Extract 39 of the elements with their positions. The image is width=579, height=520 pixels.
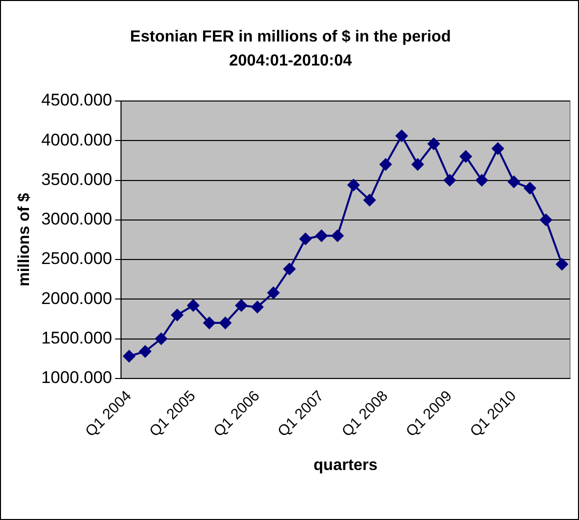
- point: [219, 316, 232, 329]
- y-tick-label: 2500.000: [41, 249, 112, 268]
- point: [508, 176, 520, 188]
- y-tick-label: 1500.000: [41, 328, 112, 348]
- point: [299, 232, 312, 245]
- point: [171, 308, 184, 321]
- point: [396, 130, 408, 142]
- point: [444, 174, 456, 186]
- point: [316, 230, 328, 242]
- point: [492, 142, 504, 155]
- point: [267, 286, 280, 299]
- point: [556, 258, 568, 270]
- point: [412, 158, 424, 170]
- point: [187, 299, 200, 312]
- point: [460, 150, 472, 162]
- chart-title: Estonian FER in millions of $ in the period 2004:01-2010:04: [130, 28, 451, 70]
- point: [332, 230, 344, 242]
- y-tick-label: 4500.000: [41, 90, 112, 110]
- point: [380, 158, 392, 170]
- point: [476, 174, 488, 186]
- point: [364, 194, 376, 206]
- point: [348, 179, 360, 192]
- point: [251, 301, 264, 314]
- y-tick-label: 3000.000: [41, 210, 112, 229]
- point: [428, 138, 440, 150]
- y-tick-label: 3500.000: [41, 170, 112, 189]
- point: [524, 182, 536, 194]
- point: [123, 350, 136, 362]
- x-axis-title: quarters: [314, 456, 378, 474]
- point: [283, 263, 296, 276]
- point: [235, 299, 248, 312]
- y-tick-label: 2000.000: [41, 288, 112, 308]
- point: [155, 332, 168, 345]
- y-tick-label: 4000.000: [41, 130, 112, 150]
- y-axis-title: millions of $: [16, 192, 34, 286]
- y-tick-label: 1000.000: [41, 368, 112, 388]
- point: [540, 214, 552, 226]
- point: [203, 316, 216, 329]
- point: [139, 345, 152, 358]
